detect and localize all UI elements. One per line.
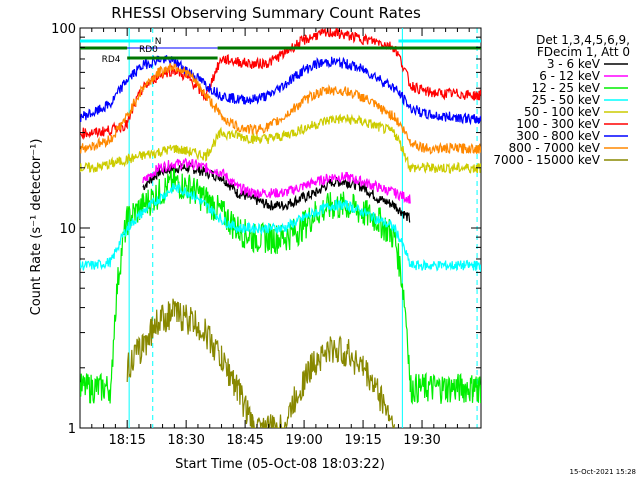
legend-label-2: 12 - 25 keV — [532, 81, 601, 95]
x-tick-label-2: 18:45 — [226, 433, 263, 448]
legend-label-7: 800 - 7000 keV — [509, 141, 601, 155]
footer-date: 15-Oct-2021 15:28 — [570, 468, 636, 476]
legend-label-1: 6 - 12 keV — [539, 69, 601, 83]
y-tick-label-0: 1 — [68, 422, 76, 437]
rd4-label: RD4 — [102, 55, 121, 65]
series-line-8 — [126, 298, 396, 428]
x-tick-label-4: 19:15 — [344, 433, 381, 448]
series-group — [80, 28, 481, 428]
series-line-6 — [80, 55, 481, 126]
x-tick-label-3: 19:00 — [285, 433, 322, 448]
series-line-7 — [80, 62, 481, 155]
legend-label-6: 300 - 800 keV — [516, 129, 600, 143]
series-line-4 — [80, 113, 481, 174]
rd0-label: RD0 — [139, 45, 158, 55]
x-tick-label-1: 18:30 — [167, 433, 204, 448]
y-tick-label-2: 100 — [51, 22, 76, 37]
y-tick-label-1: 10 — [59, 222, 76, 237]
x-axis-ticks: 18:15 18:30 18:45 19:00 19:15 19:30 — [79, 28, 482, 448]
legend-label-8: 7000 - 15000 keV — [493, 153, 600, 167]
y-axis-label: Count Rate (s⁻¹ detector⁻¹) — [29, 139, 44, 316]
n-label: N — [155, 37, 162, 47]
y-axis-ticks: 1 10 100 — [51, 22, 481, 437]
legend-label-4: 50 - 100 keV — [524, 105, 601, 119]
series-line-2 — [80, 168, 481, 405]
legend-header-line-2: FDecim 1, Att 0 — [537, 45, 630, 59]
x-axis-label: Start Time (05-Oct-08 18:03:22) — [175, 457, 385, 472]
legend-label-3: 25 - 50 keV — [532, 93, 601, 107]
series-line-1 — [142, 157, 411, 204]
legend-label-5: 100 - 300 keV — [516, 117, 600, 131]
series-line-0 — [142, 161, 411, 223]
x-tick-label-5: 19:30 — [403, 433, 440, 448]
legend: Det 1,3,4,5,6,9, FDecim 1, Att 0 3 - 6 k… — [493, 33, 630, 167]
chart-title: RHESSI Observing Summary Count Rates — [111, 4, 421, 22]
legend-label-0: 3 - 6 keV — [547, 57, 601, 71]
x-tick-label-0: 18:15 — [108, 433, 145, 448]
legend-header-line-1: Det 1,3,4,5,6,9, — [536, 33, 630, 47]
series-line-3 — [80, 182, 481, 273]
